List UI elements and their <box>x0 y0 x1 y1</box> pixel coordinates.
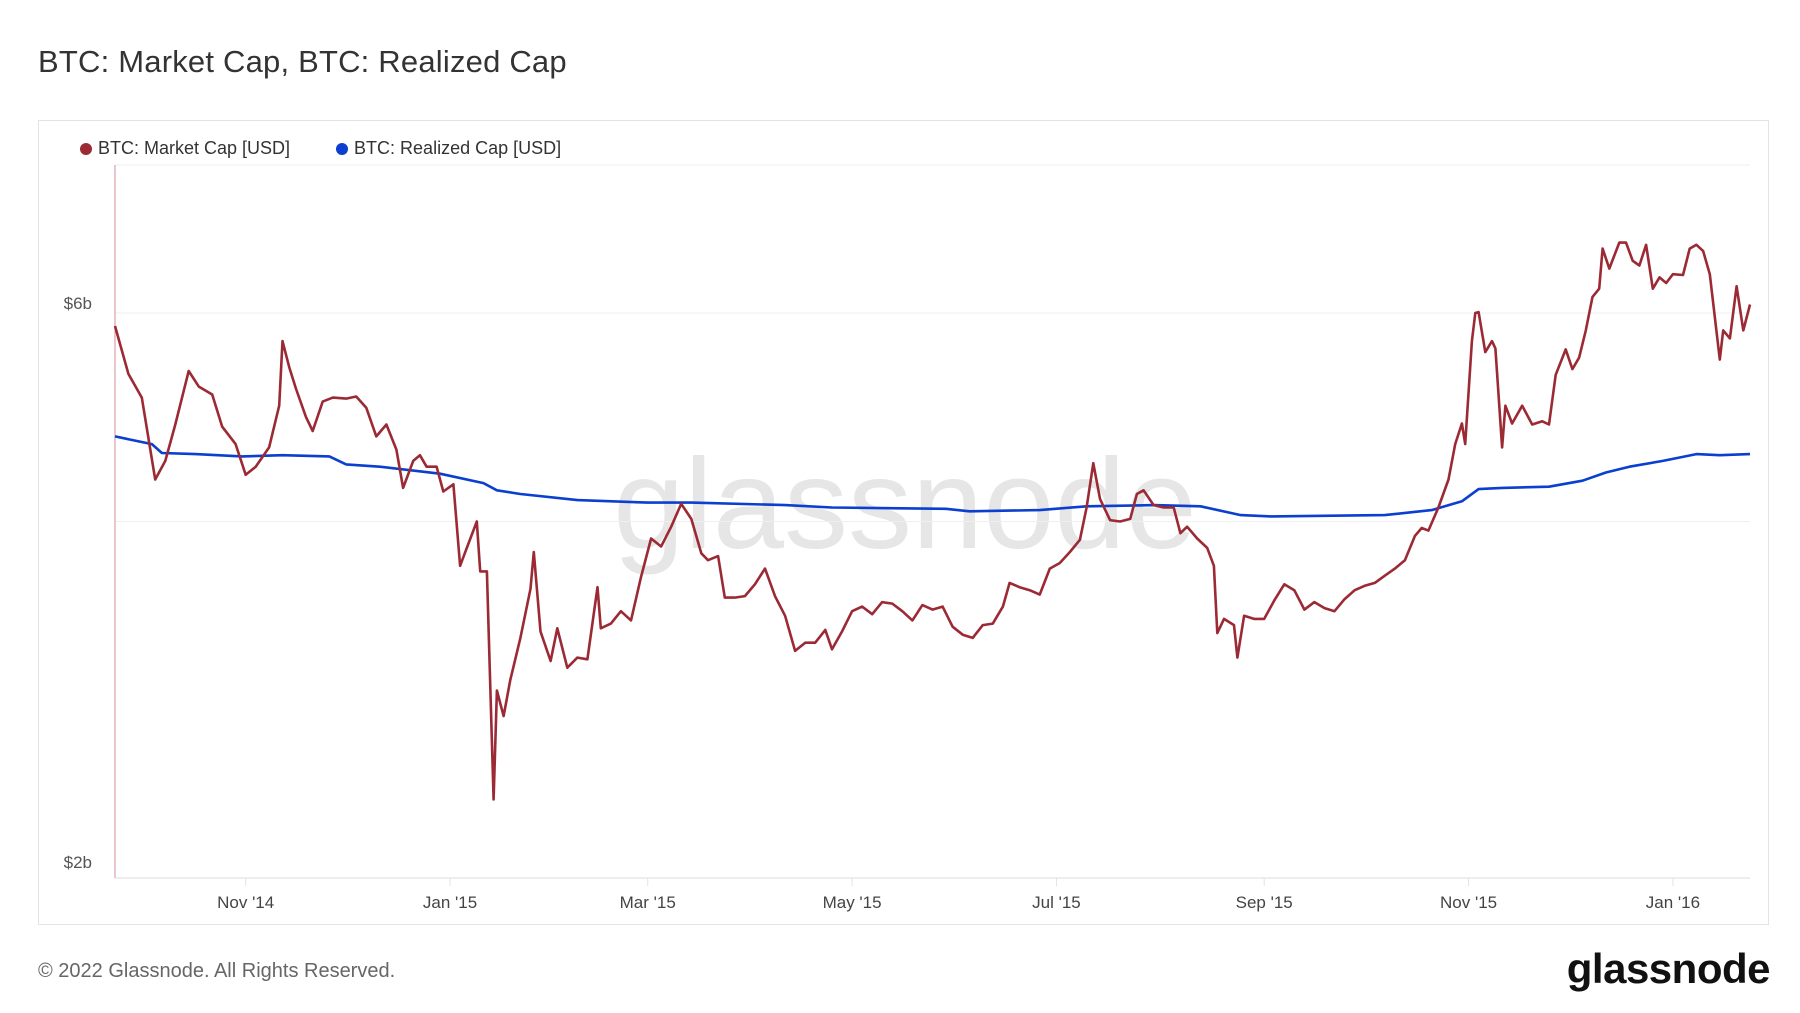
x-tick-label: Jul '15 <box>1032 893 1081 912</box>
x-tick-label: May '15 <box>823 893 882 912</box>
legend-item-realized-cap[interactable]: BTC: Realized Cap [USD] <box>336 138 561 159</box>
x-axis-labels: Nov '14 Jan '15 Mar '15 May '15 Jul '15 Sep '… <box>217 878 1700 912</box>
glassnode-logo[interactable]: glassnode <box>1566 945 1771 992</box>
x-tick-label: Nov '15 <box>1440 893 1497 912</box>
y-tick-label: $2b <box>64 853 92 872</box>
y-axis-labels: $6b $2b <box>64 294 92 872</box>
legend-item-market-cap[interactable]: BTC: Market Cap [USD] <box>80 138 290 159</box>
realized-cap-line <box>114 435 1751 518</box>
grid <box>114 164 1750 879</box>
x-tick-label: Jan '15 <box>423 893 477 912</box>
chart-title: BTC: Market Cap, BTC: Realized Cap <box>38 44 567 79</box>
legend-dot-icon <box>80 142 92 155</box>
x-tick-label: Sep '15 <box>1236 893 1293 912</box>
x-tick-label: Nov '14 <box>217 893 274 912</box>
watermark: glassnode <box>613 433 1197 576</box>
legend-dot-icon <box>336 142 349 155</box>
legend-label: BTC: Realized Cap [USD] <box>354 138 562 158</box>
copyright: © 2022 Glassnode. All Rights Reserved. <box>38 960 396 982</box>
chart-frame <box>38 120 1769 925</box>
series-layer <box>113 241 1752 801</box>
y-tick-label: $6b <box>64 294 92 313</box>
x-tick-label: Mar '15 <box>620 893 676 912</box>
legend: BTC: Market Cap [USD] BTC: Realized Cap … <box>80 138 561 159</box>
x-tick-label: Jan '16 <box>1646 893 1700 912</box>
legend-label: BTC: Market Cap [USD] <box>98 138 291 158</box>
market-cap-line <box>113 241 1752 801</box>
